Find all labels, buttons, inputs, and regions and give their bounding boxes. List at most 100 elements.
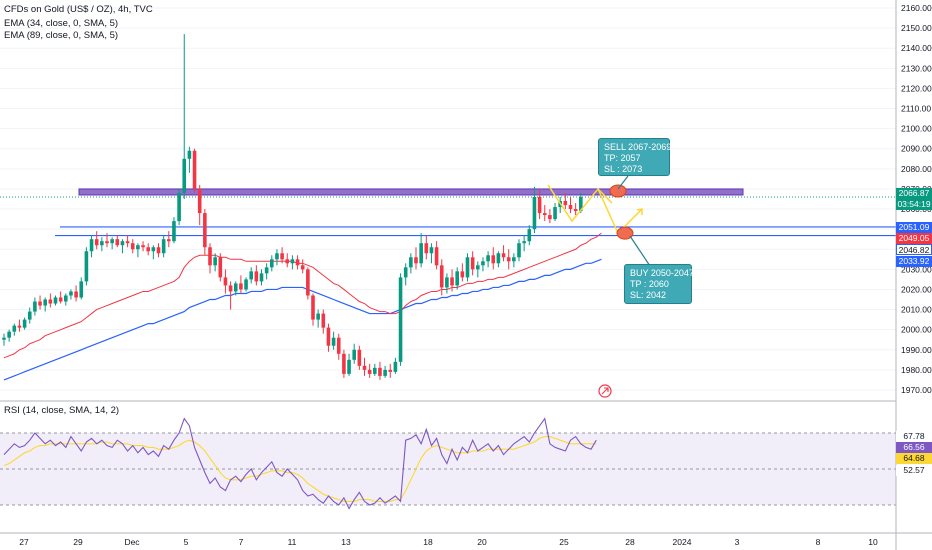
candle-body	[130, 243, 135, 250]
time-tick-label: 8	[816, 537, 821, 547]
price-tick-label: 2130.00	[901, 63, 932, 73]
candle-body	[100, 241, 104, 246]
candle-body	[94, 239, 99, 246]
price-tick-label: 2030.00	[901, 264, 932, 274]
countdown-tag: 03:54:19	[896, 199, 932, 210]
time-axis[interactable]: 27 29 Dec 5 7 11 13 18 20 25 28 2024 3 8 10	[0, 532, 932, 547]
sell-callout[interactable]: SELL 2067-2069 TP: 2057 SL : 2073	[598, 138, 671, 176]
buy-callout[interactable]: BUY 2050-2047 TP : 2060 SL: 2042	[624, 264, 694, 304]
candle-body	[342, 353, 346, 374]
candle-body	[48, 299, 53, 304]
candle-body	[208, 247, 212, 266]
price-tick-label: 2160.00	[901, 3, 932, 13]
candle-body	[233, 283, 238, 292]
replay-icon[interactable]	[598, 384, 612, 398]
ema34-legend: EMA (34, close, 0, SMA, 5)	[4, 18, 119, 29]
sell-callout-line3: SL : 2073	[604, 164, 643, 174]
candle-body	[512, 257, 516, 262]
candle-body	[136, 245, 140, 250]
candle-body	[326, 327, 331, 346]
candle-body	[481, 261, 485, 266]
level2-tag: 2049.05	[896, 233, 932, 244]
rsi-line	[3, 417, 597, 510]
projection-zigzag	[547, 184, 613, 223]
candle-body	[455, 271, 459, 286]
resistance-zone[interactable]	[78, 188, 744, 196]
candle-body	[553, 207, 557, 220]
candle-body	[506, 257, 511, 262]
candle-body	[290, 259, 295, 264]
time-tick-label: 10	[868, 537, 878, 547]
candle-body	[491, 255, 496, 264]
chart-title: CFDs on Gold (US$ / OZ), 4h, TVC	[4, 4, 153, 15]
projection-arrowhead	[636, 208, 643, 216]
buy-callout-line1: BUY 2050-2047	[630, 268, 694, 278]
candle-body	[270, 259, 274, 268]
candle-body	[362, 365, 367, 370]
candle-body	[156, 247, 161, 254]
candle-body	[357, 349, 362, 366]
candle-body	[146, 247, 150, 252]
time-tick-label: 29	[73, 537, 83, 547]
candle-body	[424, 243, 429, 254]
sell-marker[interactable]	[609, 184, 627, 198]
candle-body	[84, 251, 89, 282]
candle-body	[89, 239, 94, 252]
candle-body	[429, 247, 434, 254]
price-tick-label: 2000.00	[901, 325, 932, 335]
candle-body	[53, 297, 58, 304]
candle-body	[542, 213, 547, 216]
candle-body	[259, 273, 264, 282]
candle-body	[115, 239, 120, 246]
candles-group	[2, 34, 583, 380]
level4-tag: 2033.92	[896, 256, 932, 267]
candle-body	[347, 359, 351, 374]
candle-body	[445, 277, 449, 288]
price-tick-label: 2010.00	[901, 305, 932, 315]
candle-body	[306, 269, 310, 296]
price-tick-label: 2120.00	[901, 83, 932, 93]
level1-tag: 2051.09	[896, 222, 932, 233]
candle-body	[579, 196, 583, 212]
candle-body	[393, 361, 398, 372]
rsi-legend: RSI (14, close, SMA, 14, 2)	[4, 405, 120, 416]
candle-body	[439, 265, 444, 288]
buy-marker[interactable]	[616, 226, 634, 240]
time-tick-label: 11	[288, 537, 297, 547]
candle-body	[213, 257, 217, 266]
candle-body	[373, 367, 377, 374]
candle-body	[27, 311, 32, 320]
last-price-tag: 2066.87	[896, 188, 932, 199]
buy-callout-line2: TP : 2060	[630, 279, 669, 289]
rsi-ma-line	[3, 436, 597, 502]
price-tick-label: 2020.00	[901, 284, 932, 294]
candle-body	[409, 257, 413, 268]
sell-callout-line2: TP: 2057	[604, 153, 641, 163]
candle-body	[74, 291, 78, 298]
candle-body	[450, 277, 454, 286]
candle-body	[17, 325, 22, 328]
candle-body	[172, 221, 176, 242]
candle-body	[64, 295, 68, 302]
candle-body	[501, 253, 506, 258]
candle-body	[223, 277, 228, 286]
candle-body	[568, 205, 573, 210]
candle-body	[192, 150, 197, 189]
candle-body	[316, 313, 320, 320]
candle-body	[403, 267, 408, 278]
time-tick-label: 25	[559, 537, 569, 547]
time-tick-label: 27	[19, 537, 29, 547]
candle-body	[383, 369, 387, 376]
candle-body	[367, 369, 372, 374]
candle-body	[321, 313, 326, 328]
candle-body	[311, 295, 315, 320]
ema89-line	[3, 258, 602, 381]
time-tick-label: 20	[477, 537, 487, 547]
candle-body	[203, 213, 207, 248]
buy-callout-line3: SL: 2042	[630, 290, 667, 300]
time-tick-label: 7	[239, 537, 244, 547]
price-tick-label: 1990.00	[901, 345, 932, 355]
rsi-value-tag: 66.56	[896, 442, 932, 453]
